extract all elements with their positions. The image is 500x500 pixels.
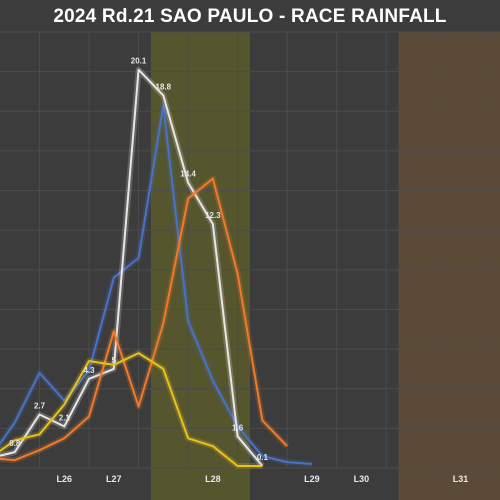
data-labels: 0.8 2.7 2.1 4.3 5 20.1 18.8 14.4 12.3 1.6 0.1 bbox=[9, 57, 268, 462]
data-label: 20.1 bbox=[131, 57, 147, 66]
series-line-1 bbox=[0, 68, 264, 467]
chart-title: 2024 Rd.21 SAO PAULO - RACE RAINFALL bbox=[53, 6, 447, 27]
x-tick-label: L28 bbox=[205, 474, 221, 484]
x-tick-label: L31 bbox=[453, 474, 469, 484]
series-line-2 bbox=[0, 177, 288, 462]
series-line-0 bbox=[0, 104, 312, 465]
x-axis-ticks: L26 L27 L28 L29 L30 L31 bbox=[57, 474, 469, 484]
data-label: 14.4 bbox=[180, 170, 196, 179]
lap-bands bbox=[150, 32, 500, 500]
data-label: 12.3 bbox=[205, 211, 221, 220]
data-label: 2.7 bbox=[34, 401, 46, 410]
data-label: 5 bbox=[112, 356, 117, 365]
x-tick-label: L27 bbox=[106, 474, 122, 484]
series-lines bbox=[0, 66, 313, 469]
data-label: 0.1 bbox=[257, 453, 269, 462]
shade-band-1 bbox=[398, 32, 500, 500]
data-label: 2.1 bbox=[59, 413, 71, 422]
series-line-3 bbox=[0, 352, 263, 467]
x-tick-label: L26 bbox=[57, 474, 73, 484]
x-tick-label: L30 bbox=[354, 474, 370, 484]
data-label: 0.8 bbox=[9, 439, 21, 448]
data-label: 18.8 bbox=[156, 82, 172, 91]
data-label: 1.6 bbox=[232, 423, 244, 432]
data-label: 4.3 bbox=[83, 366, 95, 375]
x-tick-label: L29 bbox=[304, 474, 320, 484]
